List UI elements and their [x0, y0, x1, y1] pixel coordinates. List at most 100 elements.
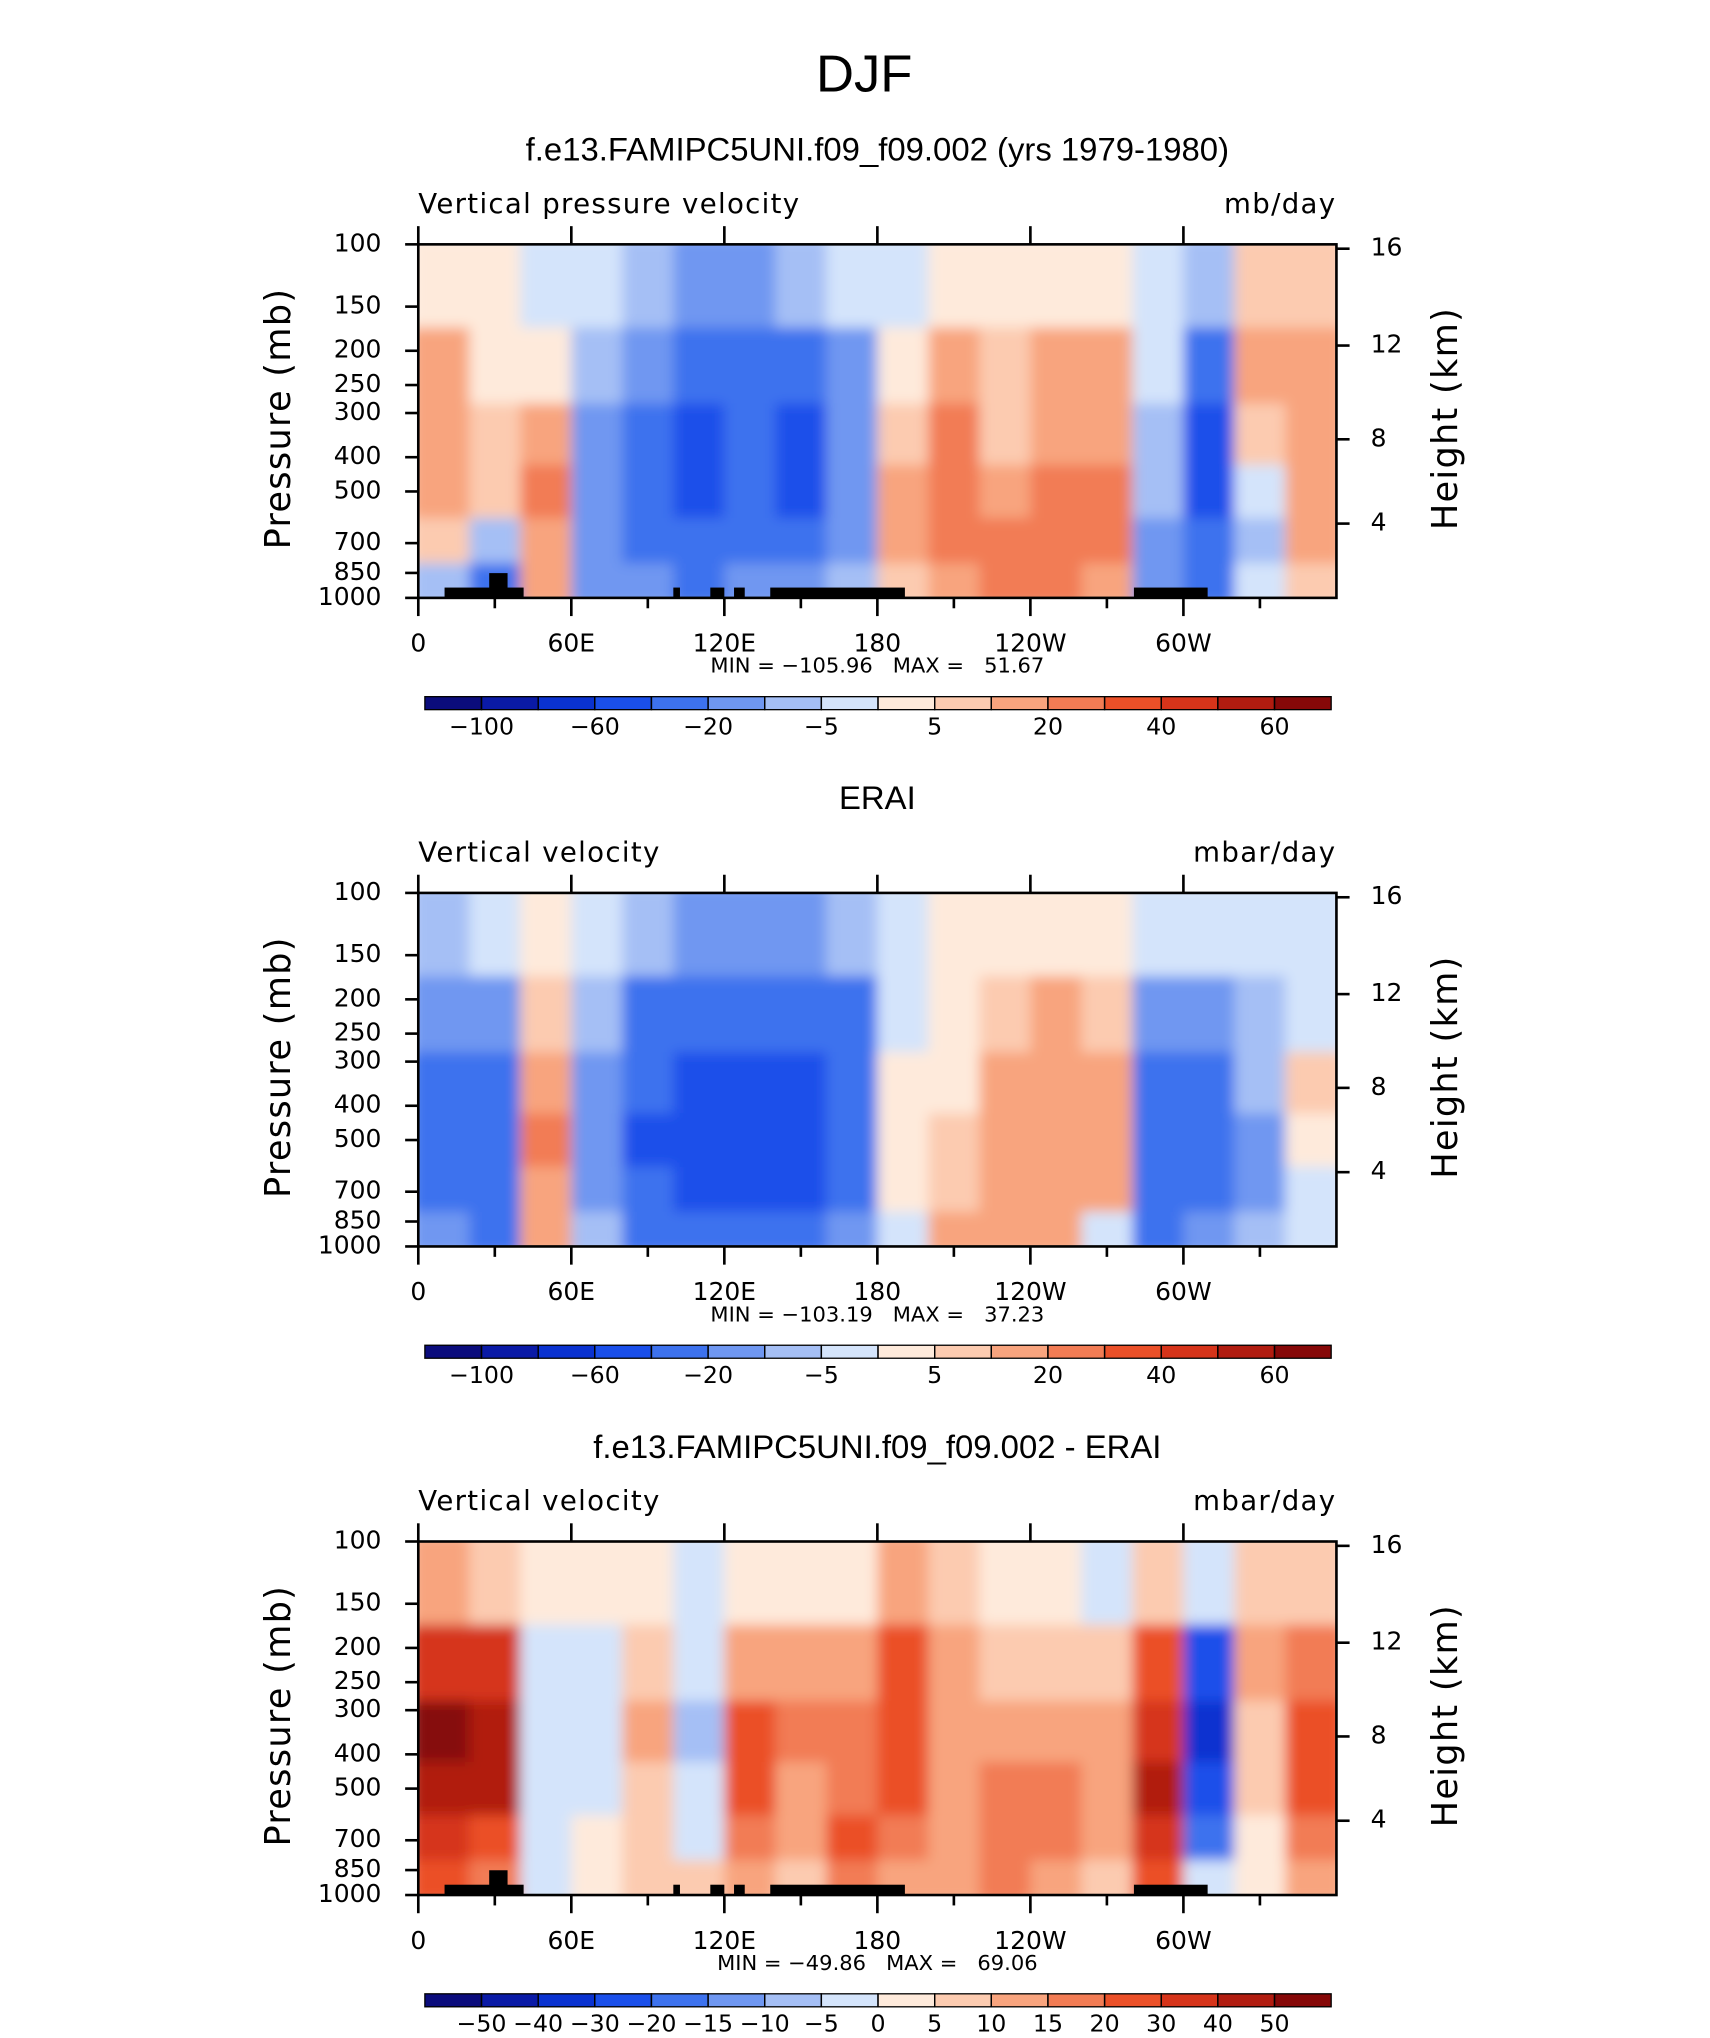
- field-cell: [1081, 517, 1134, 564]
- field-cell: [1285, 975, 1337, 1053]
- field-cell: [928, 1541, 981, 1625]
- land-mask: [489, 1870, 508, 1896]
- field-cell: [520, 402, 573, 465]
- field-cell: [1081, 1859, 1134, 1896]
- land-mask: [770, 587, 905, 598]
- y2-tick-label: 4: [1371, 508, 1387, 537]
- colorbar-label: −5: [804, 712, 839, 740]
- left-label: Vertical pressure velocity: [418, 189, 800, 220]
- field-cell: [1081, 1814, 1134, 1861]
- colorbar-box: [707, 696, 766, 711]
- field-cell: [1285, 1859, 1337, 1896]
- field-cell: [1030, 562, 1083, 598]
- field-cell: [1132, 1623, 1185, 1701]
- colorbar-box: [707, 1993, 766, 2008]
- colorbar-label: −40: [513, 2010, 563, 2038]
- field-cell: [418, 1623, 471, 1701]
- field-cell: [1132, 1859, 1185, 1896]
- field-cell: [826, 1541, 879, 1625]
- field-cell: [673, 244, 726, 328]
- field-cell: [1183, 517, 1236, 564]
- field-cell: [724, 1541, 777, 1625]
- field-cell: [1234, 244, 1287, 328]
- colorbar-label: −5: [804, 1361, 839, 1389]
- field-cell: [673, 517, 726, 564]
- x-tick-label: 60E: [548, 1277, 596, 1306]
- field-cell: [979, 1165, 1032, 1212]
- colorbar-label: 5: [927, 2010, 942, 2038]
- colorbar-label: 40: [1146, 1361, 1176, 1389]
- colorbar-box: [934, 1993, 992, 2008]
- field-cell: [877, 1210, 930, 1247]
- field-cell: [1285, 464, 1337, 519]
- field-cell: [622, 326, 675, 404]
- field-cell: [877, 326, 930, 404]
- colorbar-box: [990, 1344, 1049, 1359]
- field-cell: [622, 1165, 675, 1212]
- field-cell: [520, 326, 573, 404]
- panel-title: f.e13.FAMIPC5UNI.f09_f09.002 (yrs 1979-1…: [526, 131, 1229, 168]
- y2-tick-label: 16: [1371, 1530, 1403, 1559]
- field-cell: [928, 1859, 981, 1896]
- field-cell: [775, 326, 828, 404]
- colorbar-box: [934, 696, 992, 711]
- field-cell: [418, 1761, 471, 1816]
- field-cell: [826, 562, 879, 598]
- field-cell: [469, 402, 522, 465]
- field-cell: [1081, 402, 1134, 465]
- field-cell: [775, 1761, 828, 1816]
- field-cell: [775, 1210, 828, 1247]
- field-cell: [979, 1541, 1032, 1625]
- field-cell: [520, 1623, 573, 1701]
- colorbar-box: [990, 696, 1049, 711]
- field-cell: [520, 244, 573, 328]
- field-cell: [928, 464, 981, 519]
- field-cell: [826, 326, 879, 404]
- field-cell: [520, 1699, 573, 1763]
- field-cell: [571, 1623, 624, 1701]
- field-cell: [1285, 892, 1337, 977]
- field-cell: [622, 1210, 675, 1247]
- colorbar-label: −60: [570, 712, 620, 740]
- y-tick-label: 400: [334, 1738, 382, 1767]
- colorbar-box: [707, 1344, 766, 1359]
- field-cell: [877, 892, 930, 977]
- field-cell: [826, 1761, 879, 1816]
- field-cell: [826, 517, 879, 564]
- field-cell: [1234, 892, 1287, 977]
- y-tick-label: 1000: [318, 582, 382, 611]
- colorbar-box: [480, 696, 539, 711]
- y-tick-label: 700: [334, 1176, 382, 1205]
- y2-axis-title: Height (km): [1425, 955, 1466, 1178]
- y2-tick-label: 16: [1371, 233, 1403, 262]
- land-mask: [770, 1884, 905, 1896]
- field-cell: [418, 244, 471, 328]
- field-cell: [979, 1623, 1032, 1701]
- y-tick-label: 250: [334, 369, 382, 398]
- field-cell: [520, 1112, 573, 1167]
- field-cell: [520, 562, 573, 598]
- x-tick-label: 60E: [548, 1926, 596, 1955]
- field-clip: [418, 1541, 1337, 1896]
- field-cell: [571, 1859, 624, 1896]
- y-tick-label: 400: [334, 1090, 382, 1119]
- field-cell: [1132, 975, 1185, 1053]
- field-cell: [673, 1761, 726, 1816]
- field-cell: [979, 1814, 1032, 1861]
- panel: f.e13.FAMIPC5UNI.f09_f09.002 - ERAI Verti…: [258, 1428, 1466, 2037]
- field-cell: [622, 1814, 675, 1861]
- colorbar-box: [820, 1344, 879, 1359]
- field-cell: [622, 464, 675, 519]
- field-cell: [622, 517, 675, 564]
- y-tick-label: 150: [334, 291, 382, 320]
- field-cell: [469, 1761, 522, 1816]
- field-cell: [1183, 562, 1236, 598]
- field-cell: [418, 402, 471, 465]
- y-axis-title: Pressure (mb): [258, 288, 299, 550]
- field-cell: [1030, 1623, 1083, 1701]
- field-cell: [673, 402, 726, 465]
- field-cell: [775, 402, 828, 465]
- y-tick-label: 300: [334, 397, 382, 426]
- panel-title: f.e13.FAMIPC5UNI.f09_f09.002 - ERAI: [593, 1428, 1161, 1465]
